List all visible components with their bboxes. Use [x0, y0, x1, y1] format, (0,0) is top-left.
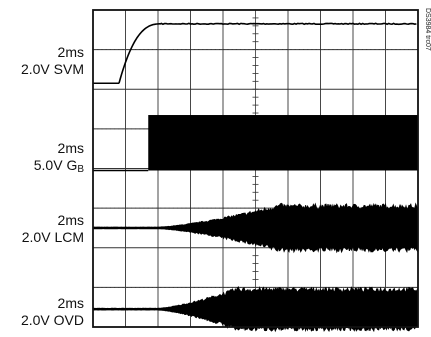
channel-3-label: 2ms 2.0V LCM [0, 212, 84, 246]
channel-1-time-scale: 2ms [57, 44, 84, 60]
channel-2-name: G [66, 157, 78, 173]
channel-2-name-subscript: B [77, 164, 84, 175]
channel-2-label: 2ms 5.0V GB [0, 140, 84, 178]
channel-2-volt-scale: 5.0V [33, 157, 63, 173]
plot-frame [92, 9, 419, 328]
channel-2-time-scale: 2ms [57, 140, 84, 156]
channel-3-time-scale: 2ms [57, 212, 84, 228]
traces [92, 22, 419, 333]
channel-4-time-scale: 2ms [57, 295, 84, 311]
channel-4-volt-scale: 2.0V [20, 312, 50, 328]
channel-1-name: SVM [53, 61, 84, 77]
channel-3-volt-scale: 2.0V [21, 229, 51, 245]
channel-4-name: OVD [53, 312, 84, 328]
channel-1-label: 2ms 2.0V SVM [0, 44, 84, 78]
trace-svm [93, 22, 417, 85]
channel-4-label: 2ms 2.0V OVD [0, 295, 84, 329]
channel-3-name: LCM [54, 229, 84, 245]
trace-gb-burst [148, 115, 418, 171]
channel-1-volt-scale: 2.0V [20, 61, 50, 77]
figure-id: DS3984 trc07 [424, 8, 431, 51]
